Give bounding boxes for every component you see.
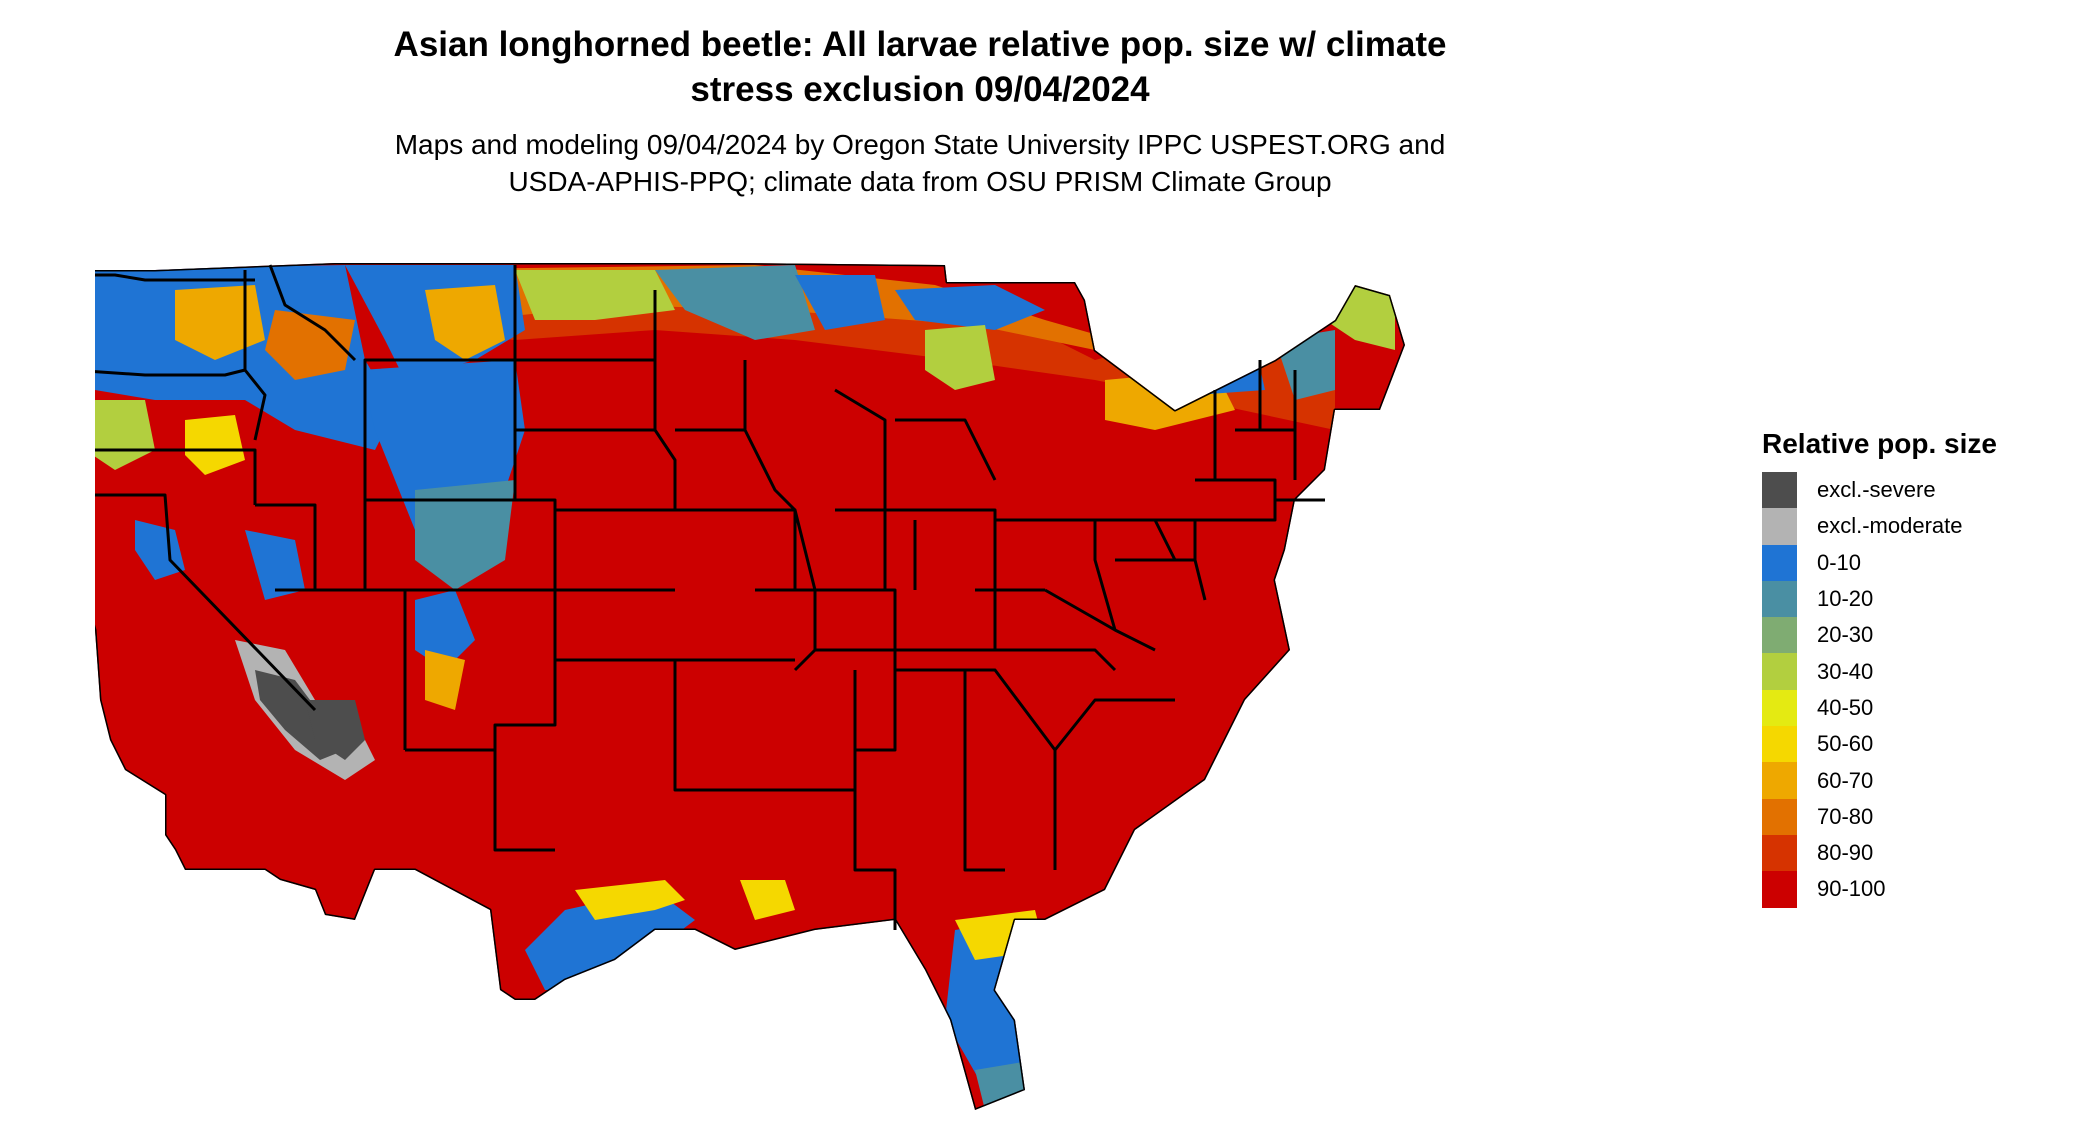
legend-swatch	[1762, 834, 1797, 872]
legend-row: 10-20	[1762, 580, 1997, 618]
legend-row: 40-50	[1762, 689, 1997, 727]
legend-label: 30-40	[1817, 658, 1874, 684]
legend-label: 80-90	[1817, 840, 1874, 866]
legend-label: 90-100	[1817, 876, 1886, 902]
legend-row: excl.-severe	[1762, 472, 1997, 509]
legend-title: Relative pop. size	[1762, 428, 1997, 459]
legend-swatch	[1762, 798, 1797, 835]
legend-swatch	[1762, 508, 1797, 545]
legend-label: 0-10	[1817, 549, 1862, 575]
title-line-1: Asian longhorned beetle: All larvae rela…	[393, 25, 1447, 64]
legend-swatch	[1762, 762, 1797, 799]
legend-swatch	[1762, 544, 1797, 581]
legend-row: 90-100	[1762, 871, 1997, 908]
legend-row: 70-80	[1762, 798, 1997, 835]
us-population-map	[95, 263, 1405, 1110]
legend-label: excl.-moderate	[1817, 513, 1963, 539]
legend-items: excl.-severe excl.-moderate 0-10 10-20 20-30…	[1762, 472, 1997, 908]
subtitle-line-1: Maps and modeling 09/04/2024 by Oregon S…	[394, 129, 1446, 160]
legend-swatch	[1762, 580, 1797, 618]
legend-label: excl.-severe	[1817, 477, 1936, 503]
legend-row: 20-30	[1762, 617, 1997, 654]
subtitle-line-2: USDA-APHIS-PPQ; climate data from OSU PR…	[508, 166, 1332, 197]
legend-label: 10-20	[1817, 586, 1874, 612]
legend-swatch	[1762, 617, 1797, 654]
legend-row: excl.-moderate	[1762, 508, 1997, 545]
legend-swatch	[1762, 689, 1797, 727]
map-title: Asian longhorned beetle: All larvae rela…	[300, 22, 1540, 112]
legend-row: 0-10	[1762, 544, 1997, 581]
legend-row: 50-60	[1762, 726, 1997, 763]
legend-label: 50-60	[1817, 731, 1874, 757]
map-subtitle: Maps and modeling 09/04/2024 by Oregon S…	[300, 126, 1540, 200]
legend-swatch	[1762, 653, 1797, 690]
state-borders	[95, 263, 1405, 1110]
legend-row: 30-40	[1762, 653, 1997, 690]
legend-swatch	[1762, 726, 1797, 763]
legend-label: 60-70	[1817, 767, 1874, 793]
legend-label: 20-30	[1817, 622, 1874, 648]
legend-swatch	[1762, 871, 1797, 908]
legend: Relative pop. size excl.-severe excl.-mod…	[1762, 428, 1997, 908]
map-raster	[95, 263, 1405, 1110]
title-line-2: stress exclusion 09/04/2024	[690, 70, 1150, 109]
legend-label: 70-80	[1817, 803, 1874, 829]
legend-row: 80-90	[1762, 834, 1997, 872]
legend-label: 40-50	[1817, 694, 1874, 720]
legend-row: 60-70	[1762, 762, 1997, 799]
legend-swatch	[1762, 472, 1797, 509]
